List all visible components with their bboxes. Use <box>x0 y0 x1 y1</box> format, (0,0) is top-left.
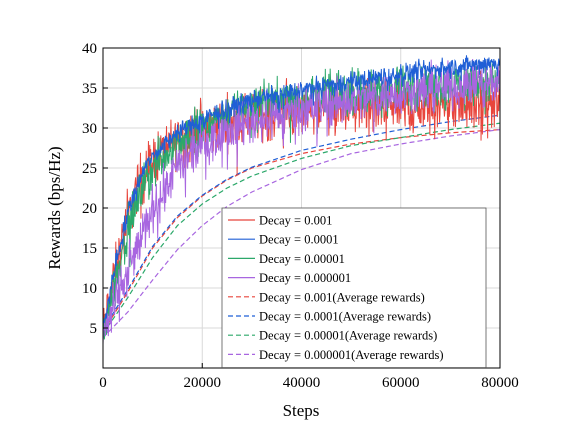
y-tick-label: 35 <box>82 81 97 97</box>
series-line-2 <box>102 60 501 343</box>
series-line-7 <box>102 129 501 339</box>
y-axis-title: Rewards (bps/Hz) <box>45 146 64 269</box>
y-tick-label: 30 <box>82 121 97 137</box>
x-tick-label: 0 <box>99 375 107 391</box>
legend: Decay = 0.001 Decay = 0.0001 Decay = 0.000… <box>221 207 487 369</box>
x-tick-label: 80000 <box>481 375 519 391</box>
series-line-6 <box>102 122 501 334</box>
y-tick-label: 5 <box>90 321 98 337</box>
legend-label: Decay = 0.0001 <box>259 233 339 247</box>
x-tick-labels: 0 20000 40000 60000 80000 <box>99 375 519 391</box>
x-axis-title: Steps <box>283 401 320 420</box>
y-tick-label: 25 <box>82 161 97 177</box>
legend-label: Decay = 0.001(Average rewards) <box>259 290 425 304</box>
x-tick-label: 60000 <box>382 375 420 391</box>
y-tick-label: 10 <box>82 281 97 297</box>
y-tick-label: 15 <box>82 241 97 257</box>
series-line-4 <box>102 129 501 333</box>
x-tick-label: 20000 <box>184 375 222 391</box>
legend-label: Decay = 0.001 <box>259 214 332 228</box>
series-line-3 <box>102 58 501 345</box>
legend-label: Decay = 0.000001 <box>259 271 351 285</box>
y-tick-label: 40 <box>82 41 97 57</box>
legend-label: Decay = 0.000001(Average rewards) <box>259 348 444 362</box>
legend-label: Decay = 0.00001 <box>259 252 345 266</box>
y-tick-labels: 5 10 15 20 25 30 35 40 <box>82 41 97 337</box>
legend-box <box>221 207 487 369</box>
plot-lines <box>102 55 501 345</box>
legend-label: Decay = 0.0001(Average rewards) <box>259 310 431 324</box>
series-line-5 <box>102 114 501 330</box>
x-tick-label: 40000 <box>283 375 321 391</box>
y-tick-label: 20 <box>82 201 97 217</box>
series-line-1 <box>102 55 501 324</box>
legend-label: Decay = 0.00001(Average rewards) <box>259 329 437 343</box>
